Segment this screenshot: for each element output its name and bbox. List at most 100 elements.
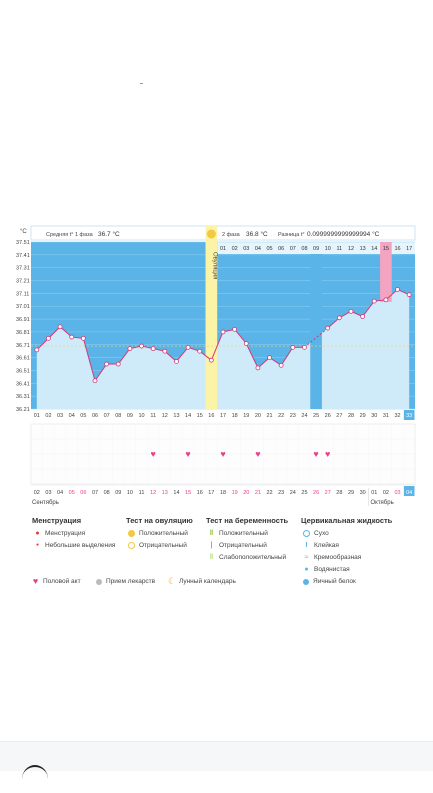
cycle-day-label: 23: [290, 413, 296, 419]
temperature-segment: [327, 317, 340, 329]
temperature-point: [127, 346, 133, 352]
date-label: 01: [371, 490, 377, 496]
date-label: 24: [290, 490, 296, 496]
date-label: 08: [104, 490, 110, 496]
temperature-point: [302, 344, 307, 350]
date-label: 30: [360, 490, 366, 496]
date-label: 17: [208, 490, 214, 496]
current-day-cell: [403, 410, 415, 420]
temperature-point: [115, 361, 121, 367]
temperature-point: [395, 287, 400, 292]
cycle-day-label: 25: [313, 413, 319, 419]
legend-ovulation-test-title: Тест на овуляцию: [126, 516, 193, 525]
temperature-point: [371, 298, 377, 304]
phase2-value: 36.8 °C: [246, 230, 268, 238]
temperature-point: [243, 341, 249, 346]
temperature-segment: [48, 326, 61, 339]
temperature-segment: [245, 343, 259, 369]
phase2-day-label: 12: [348, 246, 354, 252]
phase2-day-label: 08: [301, 246, 307, 252]
phase1-value: 36.7 °C: [98, 230, 120, 238]
temperature-point: [232, 326, 238, 332]
phase2-day-label: 03: [243, 246, 249, 252]
phase2-day-label: 17: [406, 246, 412, 252]
ovulation-label: Овуляция: [211, 252, 217, 279]
temperature-segment: [280, 347, 294, 366]
temperature-point: [360, 314, 366, 319]
temperature-point: [325, 325, 331, 331]
legend-intercourse: ♥ Половой акт: [32, 576, 81, 586]
cycle-day-label: 19: [243, 413, 249, 419]
date-label: 16: [197, 490, 203, 496]
date-label: 10: [127, 490, 133, 496]
cycle-day-label: 05: [80, 413, 86, 419]
legend-pregnancy-positive: ‖ Положительный: [209, 530, 268, 537]
bbt-chart: °C Средняя t° 1 фаза 36.7 °C 2 фаза 36.8 °C Р…: [16, 225, 416, 506]
legend-lunar: ☾ Лунный календарь: [168, 576, 236, 586]
cycle-day-label: 29: [360, 413, 366, 419]
date-label: 02: [34, 490, 40, 496]
temperature-point: [406, 292, 412, 298]
phase2-day-label: 11: [337, 246, 343, 252]
date-label: 02: [383, 490, 389, 496]
water-drop-icon: ●: [304, 566, 309, 573]
cycle-day-label: 28: [348, 413, 354, 419]
temperature-segment: [385, 289, 398, 301]
avatar[interactable]: [22, 765, 48, 793]
temperature-segment: [304, 327, 329, 348]
date-label: 14: [173, 490, 179, 496]
phase2-label: 2 фаза: [222, 232, 241, 238]
cycle-day-label: 18: [232, 413, 238, 419]
month-label-second: Октябрь: [370, 500, 393, 506]
y-tick-label: 36.51: [16, 368, 30, 374]
y-tick-label: 36.41: [16, 381, 30, 387]
temperature-point: [348, 308, 354, 314]
phase2-day-label: 14: [371, 246, 377, 252]
heart-icon: ♥: [185, 449, 190, 459]
y-tick-label: 36.61: [16, 356, 30, 362]
cycle-day-label: 31: [383, 413, 389, 419]
date-label: 29: [348, 490, 354, 496]
cycle-day-label: 26: [325, 413, 331, 419]
legend-cervical-dry: Сухо: [303, 530, 329, 537]
stray-dash: [140, 83, 143, 84]
y-tick-label: 36.31: [16, 394, 30, 400]
temperature-segment: [94, 363, 108, 382]
month-label-first: Сентябрь: [32, 500, 59, 506]
ovulation-sun-icon: [206, 229, 216, 239]
empty-circle-icon: [303, 530, 310, 537]
bottom-bar: [0, 741, 433, 771]
temperature-point: [174, 359, 179, 364]
date-label: 27: [325, 490, 331, 496]
phase2-day-label: 01: [220, 246, 226, 252]
cycle-day-label: 27: [336, 413, 342, 419]
date-label: 15: [185, 490, 191, 496]
date-label: 21: [255, 490, 261, 496]
temperature-segment: [59, 326, 73, 338]
cycle-day-label: 11: [150, 413, 156, 419]
legend-spotting-item: ● Небольшие выделения: [35, 542, 116, 549]
temperature-point: [80, 335, 86, 341]
heart-icon: ♥: [255, 449, 260, 459]
faint-line-icon: ‖: [209, 554, 214, 561]
date-label: 12: [150, 490, 156, 496]
y-tick-label: 37.21: [16, 279, 30, 285]
y-tick-label: 37.01: [16, 304, 30, 310]
moon-icon: ☾: [168, 576, 177, 586]
heart-icon: ♥: [151, 449, 156, 459]
phase2-day-row: [217, 242, 415, 254]
temperature-point: [267, 355, 272, 361]
legend-pregnancy-test-title: Тест на беременность: [206, 516, 289, 525]
temperature-point: [57, 324, 63, 330]
cycle-day-label: 24: [301, 413, 307, 419]
date-label: 26: [313, 490, 319, 496]
temperature-point: [336, 315, 342, 321]
y-tick-label: 37.41: [16, 253, 30, 259]
temperature-point: [290, 344, 296, 350]
i-beam-icon: I: [305, 542, 308, 549]
cycle-day-label: 02: [45, 413, 51, 419]
temperature-segment: [234, 329, 247, 344]
phase2-day-label: 02: [232, 246, 238, 252]
temperature-point: [197, 348, 203, 354]
unit-label: °C: [20, 229, 27, 235]
